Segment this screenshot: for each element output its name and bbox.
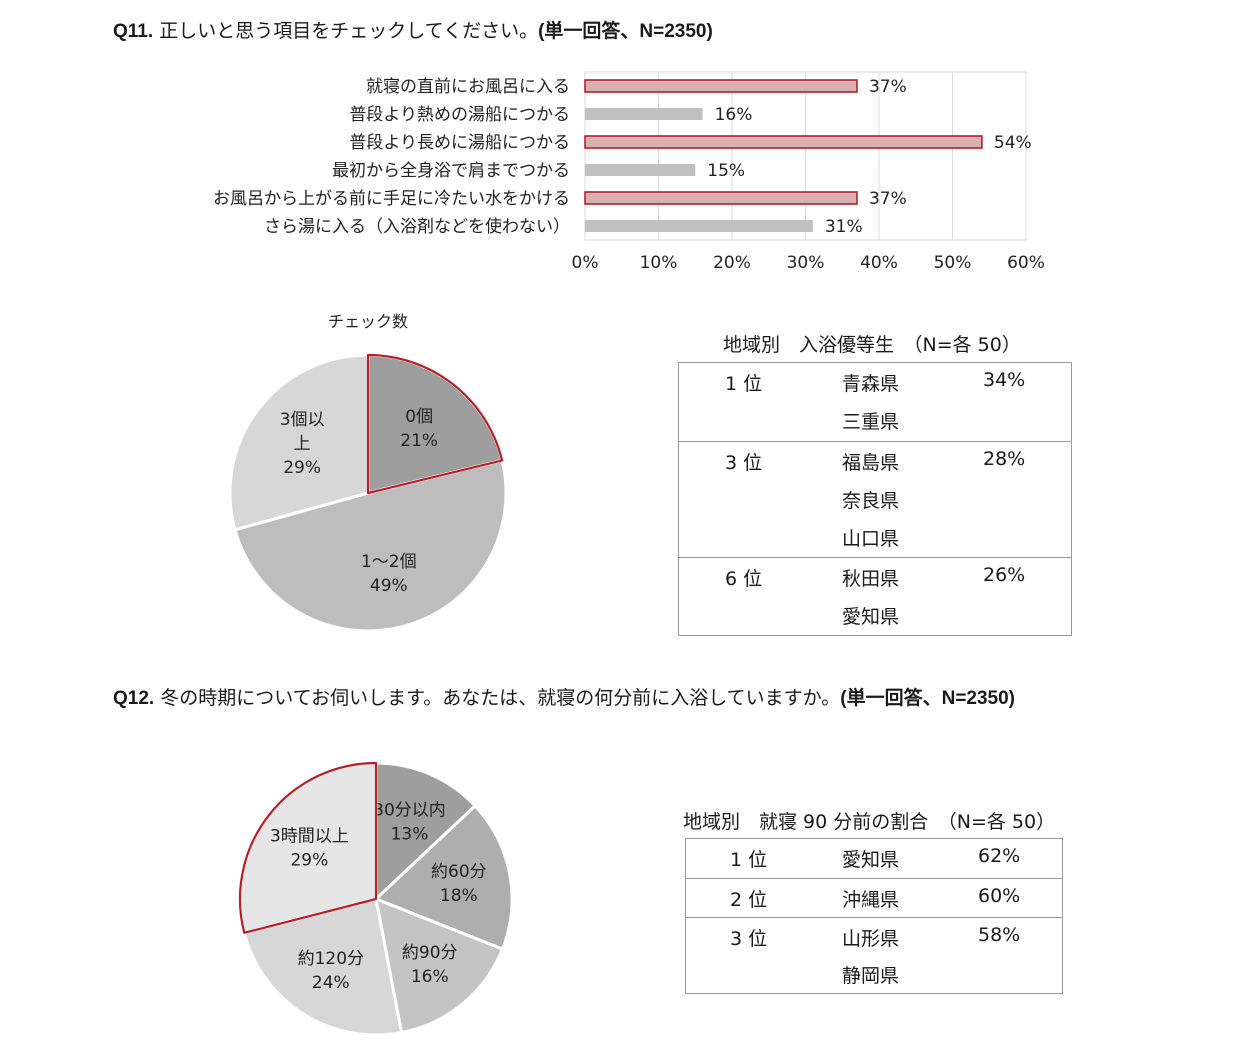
pie-slice <box>233 458 508 633</box>
rank-label: 3 位 <box>730 928 768 950</box>
data-label: 16% <box>715 105 753 125</box>
category-label: 最初から全身浴で肩までつかる <box>332 161 570 181</box>
data-label: 37% <box>869 189 907 209</box>
x-tick-label: 20% <box>713 253 751 273</box>
x-tick-label: 10% <box>640 253 678 273</box>
bar <box>584 191 858 205</box>
rate-value: 60% <box>978 885 1021 907</box>
q12-number: Q12. <box>113 688 155 709</box>
x-tick-label: 60% <box>1007 253 1045 273</box>
x-tick-label: 40% <box>860 253 898 273</box>
prefecture-name: 奈良県 <box>842 490 900 512</box>
pie-slice <box>242 897 404 1037</box>
ranking-group: 6 位 秋田県愛知県 26% <box>679 557 1071 635</box>
check-count-pie-chart: チェック数 0個 21% 1〜2個 49% 3個以上 29% <box>228 312 508 633</box>
prefecture-name: 山形県 <box>842 928 900 950</box>
q11-note: (単一回答、N=2350) <box>538 21 713 42</box>
prefecture-name: 静岡県 <box>842 965 900 987</box>
slice-label: 0個 21% <box>400 407 438 451</box>
pie-title: チェック数 <box>328 312 408 331</box>
slice-label: 1〜2個 49% <box>361 552 417 596</box>
ranking-group: 1 位 愛知県 62% <box>686 839 1062 878</box>
data-label: 54% <box>994 133 1032 153</box>
pie-slice-highlight-outline <box>238 761 378 934</box>
pie-slice-highlight-outline <box>366 353 504 495</box>
q11-bar-chart: 0% 10% 20% 30% 40% 50% 60% 就寝の直前にお風呂に入る 37% 普段より熱… <box>213 71 1045 273</box>
bar <box>585 164 696 176</box>
prefecture-name: 沖縄県 <box>842 889 900 911</box>
x-tick-label: 30% <box>787 253 825 273</box>
rank-label: 6 位 <box>725 568 763 590</box>
bar <box>584 79 858 93</box>
data-label: 15% <box>707 161 745 181</box>
slice-label: 3時間以上 29% <box>270 826 349 870</box>
prefecture-name: 愛知県 <box>842 606 900 628</box>
category-label: 普段より熱めの湯船につかる <box>349 105 570 125</box>
ranking-group: 3 位 福島県奈良県山口県 28% <box>679 441 1071 557</box>
rate-value: 62% <box>978 845 1021 867</box>
prefecture-name: 青森県 <box>842 373 900 395</box>
category-label: お風呂から上がる前に手足に冷たい水をかける <box>213 189 570 209</box>
rate-value: 28% <box>983 448 1026 470</box>
rank-label: 1 位 <box>730 849 768 871</box>
prefecture-name: 秋田県 <box>842 568 900 590</box>
ranking-table-90min: 1 位 愛知県 62% 2 位 沖縄県 60% 3 位 山形県静岡県 58% <box>685 838 1063 994</box>
category-label: 就寝の直前にお風呂に入る <box>366 76 570 97</box>
prefecture-name: 山口県 <box>842 528 900 550</box>
x-tick-label: 50% <box>934 253 972 273</box>
bar <box>585 220 813 232</box>
slice-label: 3個以上 29% <box>280 410 325 478</box>
prefecture-name: 三重県 <box>842 411 900 433</box>
category-label: 普段より長めに湯船につかる <box>349 133 570 153</box>
rank-label: 1 位 <box>725 373 763 395</box>
ranking-group: 2 位 沖縄県 60% <box>686 878 1062 917</box>
ranking-table-bathing: 1 位 青森県三重県 34% 3 位 福島県奈良県山口県 28% 6 位 秋田県愛知県 26% <box>678 362 1072 636</box>
q12-heading: Q12. 冬の時期についてお伺いします。あなたは、就寝の何分前に入浴していますか… <box>113 683 1015 710</box>
pie-slice <box>373 803 514 952</box>
rank-label: 2 位 <box>730 889 768 911</box>
table1-caption: 地域別 入浴優等生 （N=各 50） <box>723 334 1021 356</box>
ranking-group: 3 位 山形県静岡県 58% <box>686 917 1062 993</box>
q12-note: (単一回答、N=2350) <box>840 688 1016 709</box>
q12-text: 冬の時期についてお伺いします。あなたは、就寝の何分前に入浴していますか。 <box>160 687 841 709</box>
prefecture-name: 福島県 <box>842 452 900 474</box>
bar <box>585 108 703 120</box>
rate-value: 34% <box>983 369 1026 391</box>
pie-slice <box>374 761 478 903</box>
table2-caption: 地域別 就寝 90 分前の割合 （N=各 50） <box>683 811 1056 833</box>
ranking-group: 1 位 青森県三重県 34% <box>679 363 1071 441</box>
slice-label: 約60分 18% <box>431 862 487 906</box>
slice-label: 30分以内 13% <box>373 801 446 845</box>
q11-text: 正しいと思う項目をチェックしてください。 <box>159 20 539 42</box>
q11-number: Q11. <box>113 21 154 42</box>
pie-slice <box>228 353 370 532</box>
slice-label: 約120分 24% <box>298 949 364 993</box>
rate-value: 58% <box>978 924 1021 946</box>
bar <box>584 135 983 149</box>
q11-heading: Q11. 正しいと思う項目をチェックしてください。(単一回答、N=2350) <box>113 16 713 43</box>
bath-timing-pie-chart: 30分以内 13% 約60分 18% 約90分 16% 約120分 24% 3時間以上 29% <box>238 761 514 1037</box>
prefecture-name: 愛知県 <box>842 849 900 871</box>
plot-frame <box>584 71 1027 241</box>
slice-label: 約90分 16% <box>402 943 458 987</box>
data-label: 31% <box>825 217 863 237</box>
x-tick-label: 0% <box>572 253 599 273</box>
pie-slice <box>374 896 505 1035</box>
category-label: さら湯に入る（入浴剤などを使わない） <box>264 216 570 237</box>
rank-label: 3 位 <box>725 452 763 474</box>
data-label: 37% <box>869 77 907 97</box>
rate-value: 26% <box>983 564 1026 586</box>
